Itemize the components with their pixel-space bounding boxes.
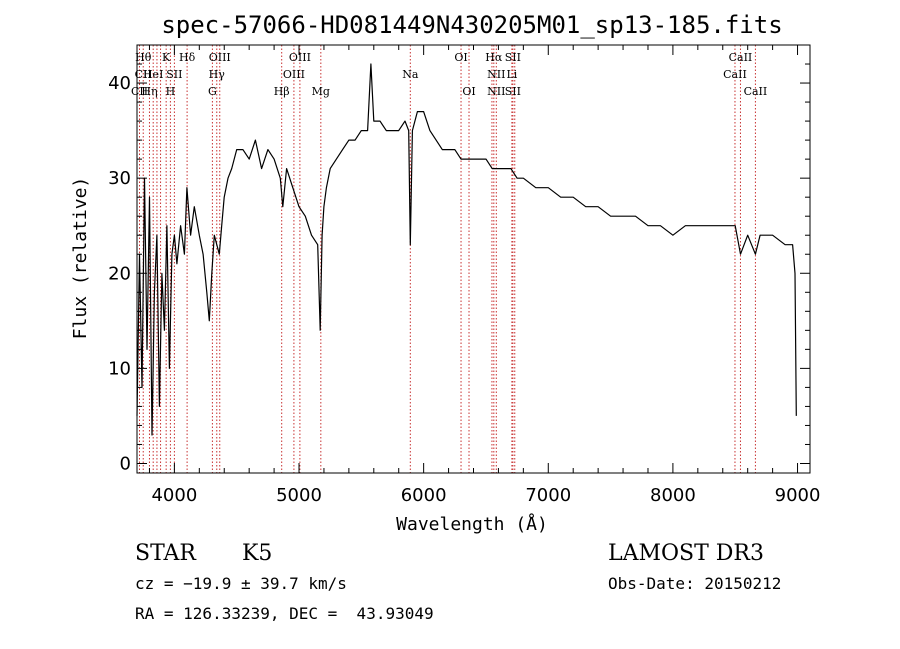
y-axis: 0 10 20 30 40 — [108, 63, 810, 474]
redshift-velocity: cz = −19.9 ± 39.7 km/s — [135, 574, 347, 593]
spectrum-line — [136, 63, 797, 436]
x-axis-label: Wavelength (Å) — [396, 513, 548, 535]
plot-frame — [136, 44, 811, 474]
y-tick-label: 0 — [120, 453, 131, 474]
y-axis-label: Flux (relative) — [70, 177, 91, 340]
spectral-line-label: SII — [166, 68, 182, 81]
spectral-line-label: Na — [402, 68, 419, 81]
chart-title: spec-57066-HD081449N430205M01_sp13-185.f… — [161, 11, 782, 39]
spectral-line-label: OIII — [209, 51, 231, 64]
x-tick-label: 8000 — [650, 485, 696, 506]
spectral-line-label: Hβ — [274, 85, 290, 98]
sky-coordinates: RA = 126.33239, DEC = 43.93049 — [135, 604, 434, 623]
spectral-line-label: NII — [487, 85, 505, 98]
spectral-line-label: OI — [462, 85, 475, 98]
spectrum-series — [136, 63, 797, 436]
x-tick-label: 9000 — [775, 485, 821, 506]
spectral-line-label: CaII — [744, 85, 768, 98]
spectral-line-label: SII — [505, 51, 521, 64]
spectral-line-label: CaII — [729, 51, 753, 64]
y-tick-label: 30 — [108, 168, 131, 189]
spectral-line-label: Hδ — [179, 51, 196, 64]
subclass: K5 — [242, 541, 273, 566]
spectral-line-label: Hγ — [209, 68, 226, 81]
spectral-line-markers — [138, 45, 756, 473]
spectral-line-label: Mg — [312, 85, 330, 98]
observation-date: Obs-Date: 20150212 — [608, 574, 782, 593]
spectral-line-label: HeI — [143, 68, 163, 81]
spectral-line-label: OI — [454, 51, 467, 64]
y-tick-label: 40 — [108, 73, 131, 94]
spectral-line-label: G — [208, 85, 217, 98]
spectral-line-label: CII — [135, 68, 152, 81]
spectral-line-labels: CIIHθCIIHηHeIKHSIIHδGHγOIIIHβOIIIOIIIMgN… — [131, 51, 767, 98]
spectral-line-label: NII — [487, 68, 505, 81]
object-class: STAR — [135, 541, 196, 566]
spectral-line-label: Hη — [141, 85, 157, 98]
x-tick-label: 4000 — [151, 485, 197, 506]
spectral-line-label: Hθ — [135, 51, 152, 64]
spectral-line-label: H — [166, 85, 176, 98]
spectral-line-label: Li — [506, 68, 517, 81]
x-tick-label: 6000 — [401, 485, 447, 506]
spectral-line-label: Hα — [485, 51, 503, 64]
x-tick-label: 5000 — [276, 485, 322, 506]
spectral-line-label: SII — [505, 85, 521, 98]
y-tick-label: 20 — [108, 263, 131, 284]
y-tick-label: 10 — [108, 358, 131, 379]
x-tick-label: 7000 — [525, 485, 571, 506]
spectral-line-label: OIII — [283, 68, 305, 81]
spectral-line-label: CaII — [723, 68, 747, 81]
survey-name: LAMOST DR3 — [608, 541, 764, 566]
spectral-line-label: OIII — [289, 51, 311, 64]
spectral-line-label: K — [162, 51, 171, 64]
spectral-line-label: CII — [131, 85, 148, 98]
x-axis: 4000 5000 6000 7000 8000 9000 — [148, 45, 821, 506]
